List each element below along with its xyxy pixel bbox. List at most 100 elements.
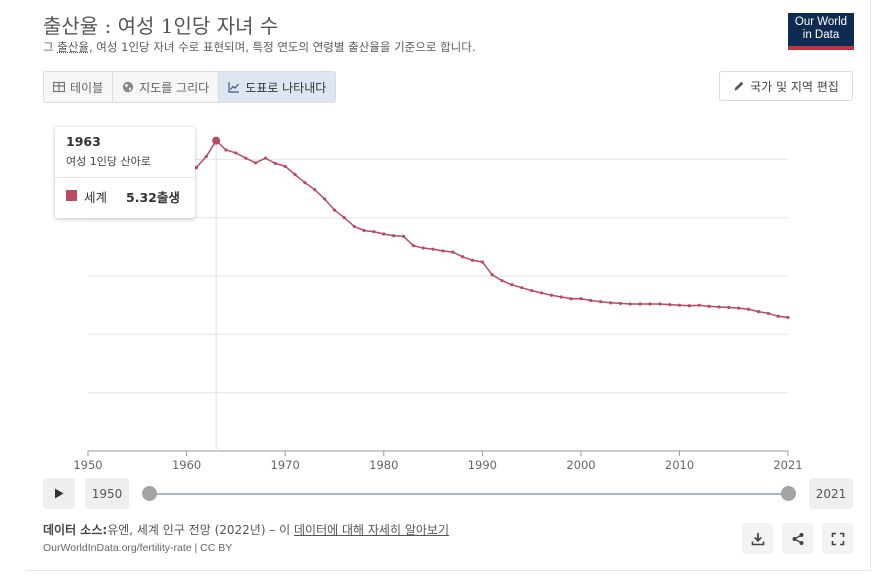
data-point[interactable]	[599, 300, 603, 304]
data-point[interactable]	[204, 154, 208, 159]
download-button[interactable]	[742, 523, 773, 554]
data-point[interactable]	[648, 302, 652, 306]
globe-icon	[122, 81, 134, 93]
x-tick-label: 1960	[172, 458, 201, 472]
data-point[interactable]	[332, 208, 337, 212]
data-point[interactable]	[579, 297, 583, 301]
data-point[interactable]	[254, 161, 258, 165]
data-point[interactable]	[786, 315, 790, 320]
timeline-track[interactable]	[149, 493, 788, 495]
logo-line1: Our World	[794, 16, 848, 28]
table-icon	[53, 81, 65, 93]
data-point[interactable]	[677, 303, 682, 307]
data-point[interactable]	[618, 301, 622, 306]
chart-tooltip: 1963 여성 1인당 산아로 세계 5.32출생	[55, 127, 195, 218]
data-point[interactable]	[441, 249, 445, 253]
data-point[interactable]	[342, 216, 346, 220]
data-point[interactable]	[431, 247, 435, 251]
edit-countries-button[interactable]: 국가 및 지역 편집	[719, 71, 853, 101]
timeline-end-year[interactable]: 2021	[809, 478, 853, 509]
tab-table[interactable]: 테이블	[44, 72, 114, 102]
chart-subtitle: 그 출산율, 여성 1인당 자녀 수로 표현되며, 특정 연도의 연령별 출산율…	[43, 39, 475, 55]
data-point[interactable]	[530, 288, 534, 293]
data-point[interactable]	[362, 228, 366, 233]
data-point[interactable]	[697, 303, 701, 307]
data-point[interactable]	[480, 260, 484, 264]
data-point[interactable]	[668, 302, 672, 307]
data-point[interactable]	[766, 311, 770, 315]
data-point[interactable]	[776, 314, 780, 318]
tooltip-year: 1963	[66, 134, 101, 149]
tooltip-divider	[55, 177, 195, 178]
data-point[interactable]	[263, 156, 268, 160]
data-point[interactable]	[628, 302, 632, 306]
data-point[interactable]	[707, 304, 711, 308]
data-point[interactable]	[539, 291, 544, 295]
data-point[interactable]	[608, 301, 613, 305]
data-point[interactable]	[589, 298, 593, 303]
data-point[interactable]	[717, 305, 721, 309]
tooltip-value: 5.32출생	[126, 190, 180, 205]
play-button[interactable]	[43, 478, 75, 509]
tab-map[interactable]: 지도를 그리다	[113, 72, 220, 102]
data-point[interactable]	[470, 258, 475, 262]
tab-map-label: 지도를 그리다	[139, 80, 210, 95]
data-point[interactable]	[323, 197, 327, 201]
tab-chart[interactable]: 도표로 나타내다	[219, 72, 336, 102]
share-button[interactable]	[782, 523, 813, 554]
data-point[interactable]	[421, 246, 425, 250]
data-point[interactable]	[756, 309, 761, 314]
data-point[interactable]	[549, 293, 553, 297]
data-point[interactable]	[234, 151, 238, 155]
chart-grid	[88, 158, 788, 394]
fullscreen-button[interactable]	[822, 523, 853, 554]
data-point[interactable]	[520, 286, 524, 290]
data-point[interactable]	[313, 188, 317, 192]
data-point[interactable]	[569, 297, 573, 301]
data-point[interactable]	[559, 295, 563, 299]
data-point[interactable]	[244, 156, 248, 160]
timeline-start-handle[interactable]	[142, 486, 157, 501]
data-point[interactable]	[737, 306, 741, 310]
fullscreen-icon	[831, 532, 844, 545]
timeline-end-handle[interactable]	[781, 486, 796, 501]
data-point[interactable]	[411, 244, 415, 248]
data-point[interactable]	[194, 165, 199, 170]
data-point[interactable]	[372, 230, 376, 234]
data-point[interactable]	[510, 283, 514, 287]
data-point[interactable]	[382, 232, 386, 236]
data-point[interactable]	[746, 307, 751, 311]
owid-logo[interactable]: Our World in Data	[788, 13, 854, 50]
data-point[interactable]	[727, 305, 731, 310]
line-chart-icon	[228, 82, 240, 93]
data-point[interactable]	[293, 172, 297, 177]
data-point[interactable]	[638, 302, 642, 306]
series-line-world[interactable]	[87, 139, 789, 319]
tab-chart-label: 도표로 나타내다	[245, 80, 327, 95]
chart-frame	[26, 0, 871, 571]
data-point[interactable]	[283, 164, 287, 168]
data-point[interactable]	[224, 148, 228, 152]
subtitle-term-link[interactable]: 출산율	[57, 40, 89, 54]
data-point[interactable]	[490, 273, 494, 277]
data-point[interactable]	[658, 302, 662, 306]
data-source: 데이터 소스:유엔, 세계 인구 전망 (2022년) – 이 데이터에 대해 …	[43, 521, 449, 538]
data-point[interactable]	[401, 234, 406, 238]
tooltip-series-swatch	[66, 190, 77, 201]
source-label: 데이터 소스:	[43, 523, 108, 537]
source-learn-more-link[interactable]: 데이터에 대해 자세히 알아보기	[294, 523, 449, 537]
tooltip-description: 여성 1인당 산아로	[66, 155, 151, 168]
data-point[interactable]	[500, 279, 504, 283]
timeline-start-year[interactable]: 1950	[85, 478, 129, 509]
data-point[interactable]	[273, 161, 277, 166]
data-point[interactable]	[687, 304, 692, 308]
highlighted-point[interactable]	[212, 136, 221, 145]
data-point[interactable]	[451, 250, 455, 254]
data-point[interactable]	[303, 181, 307, 185]
edit-countries-label: 국가 및 지역 편집	[750, 79, 839, 94]
chart-title: 출산율 : 여성 1인당 자녀 수	[43, 14, 279, 38]
data-point[interactable]	[392, 234, 396, 238]
data-point[interactable]	[352, 224, 356, 229]
data-point[interactable]	[461, 255, 465, 259]
